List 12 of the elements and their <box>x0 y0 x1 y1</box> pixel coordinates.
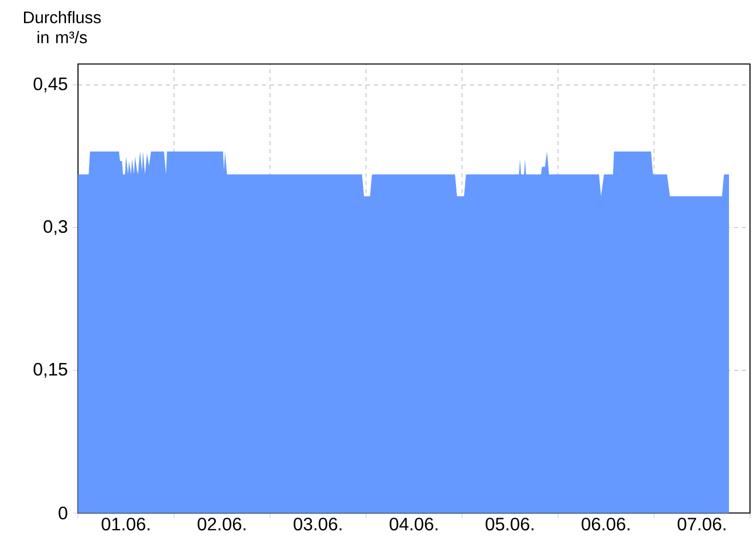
x-tick-label: 06.06. <box>582 518 630 530</box>
x-tick-label: 05.06. <box>486 518 534 530</box>
y-axis-title: Durchfluss in m³/s <box>24 11 101 44</box>
y-tick-label: 0,15 <box>34 362 68 378</box>
x-tick-label: 01.06. <box>102 518 150 530</box>
x-tick-label: 04.06. <box>390 518 438 530</box>
y-tick-label: 0,45 <box>34 77 68 92</box>
x-tick-label: 07.06. <box>678 518 726 530</box>
y-tick-label: 0 <box>58 506 68 520</box>
y-tick-label: 0,3 <box>44 220 68 236</box>
x-tick-label: 02.06. <box>198 518 246 530</box>
x-tick-label: 03.06. <box>294 518 342 530</box>
